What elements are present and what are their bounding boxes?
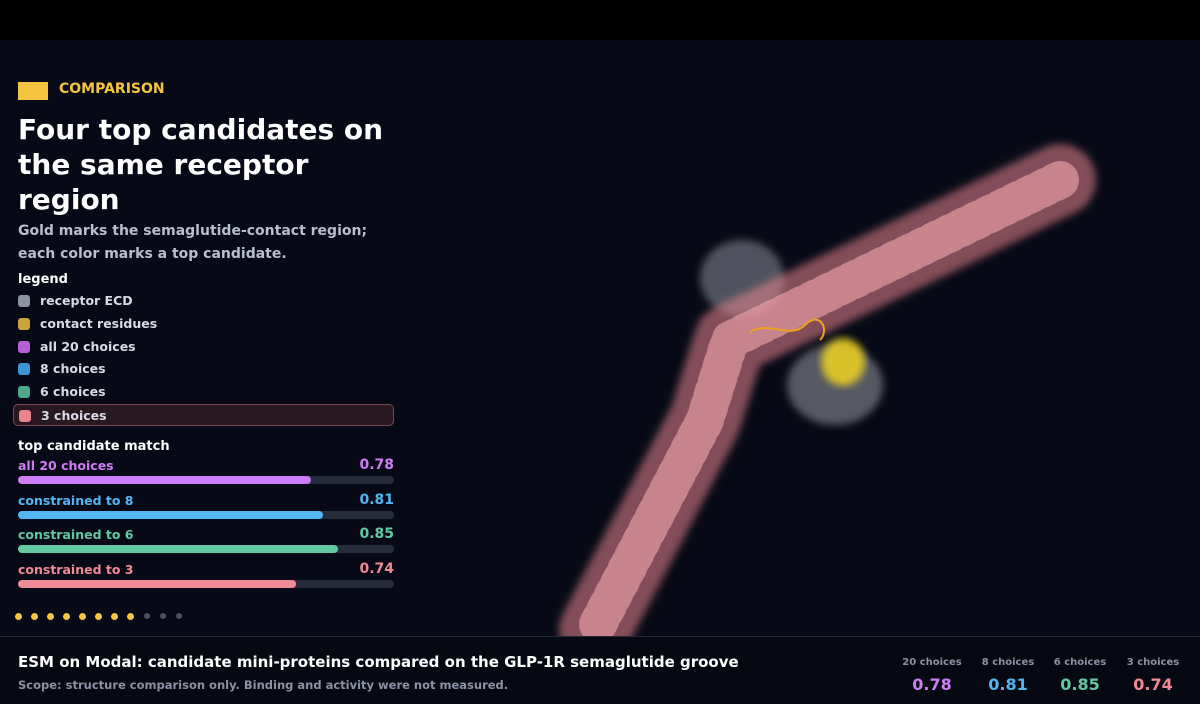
legend-label: 6 choices bbox=[40, 384, 106, 400]
match-track bbox=[18, 510, 394, 519]
slide: COMPARISON Four top candidates on the sa… bbox=[0, 40, 1200, 704]
contact-residues bbox=[821, 338, 865, 386]
stat-value: 0.81 bbox=[988, 675, 1028, 694]
legend-item: contact residues bbox=[13, 313, 394, 335]
protein-view bbox=[559, 144, 1096, 666]
match-value: 0.78 bbox=[359, 457, 394, 473]
slide-subtitle: Gold marks the semaglutide-contact regio… bbox=[18, 223, 368, 262]
match-track bbox=[18, 579, 394, 588]
match-label: constrained to 8 bbox=[18, 492, 134, 508]
legend-label: receptor ECD bbox=[40, 293, 133, 308]
page-dot[interactable] bbox=[111, 613, 118, 620]
stat-label: 8 choices bbox=[981, 657, 1035, 668]
match-value: 0.85 bbox=[359, 526, 394, 542]
stat-label: 6 choices bbox=[1053, 657, 1107, 668]
match-track bbox=[18, 545, 394, 553]
match-bar bbox=[18, 510, 323, 519]
page-dot[interactable] bbox=[127, 613, 134, 620]
stat-label: 3 choices bbox=[1126, 657, 1180, 668]
page-dot[interactable] bbox=[176, 613, 182, 619]
stat-label: 20 choices bbox=[902, 657, 962, 668]
legend-swatch bbox=[18, 386, 30, 399]
page-dot[interactable] bbox=[63, 613, 70, 620]
match-value: 0.74 bbox=[359, 560, 394, 577]
legend-swatch bbox=[18, 340, 30, 353]
match-bar bbox=[18, 476, 312, 484]
match-value: 0.81 bbox=[359, 491, 394, 508]
match-bar bbox=[18, 579, 297, 588]
match-title: top candidate match bbox=[18, 439, 170, 454]
legend-item: 8 choices bbox=[13, 358, 394, 380]
legend-title: legend bbox=[18, 272, 68, 287]
legend-swatch bbox=[18, 295, 30, 307]
legend-swatch bbox=[19, 410, 31, 422]
legend-label: 8 choices bbox=[40, 361, 106, 377]
page-dot[interactable] bbox=[47, 613, 54, 620]
legend-swatch bbox=[18, 363, 30, 376]
stat-value: 0.78 bbox=[912, 675, 952, 694]
legend-label: 3 choices bbox=[41, 408, 107, 423]
footer-title: ESM on Modal: candidate mini-proteins co… bbox=[18, 653, 739, 671]
page-dot[interactable] bbox=[15, 613, 22, 620]
match-label: all 20 choices bbox=[18, 458, 114, 473]
stat-value: 0.74 bbox=[1133, 675, 1173, 694]
section-tag: COMPARISON bbox=[59, 81, 165, 97]
legend-label: all 20 choices bbox=[40, 338, 136, 354]
stat-value: 0.85 bbox=[1060, 675, 1100, 694]
tag-swatch bbox=[18, 82, 48, 100]
legend-item: 6 choices bbox=[13, 381, 394, 403]
legend-item: 3 choices bbox=[13, 404, 394, 426]
slide-title: Four top candidates on the same receptor… bbox=[18, 113, 384, 216]
page-dot[interactable] bbox=[31, 613, 38, 620]
legend-swatch bbox=[18, 317, 30, 330]
helix-coils bbox=[576, 161, 1079, 649]
legend-label: contact residues bbox=[40, 315, 158, 331]
page-dot[interactable] bbox=[79, 613, 86, 620]
page-dot[interactable] bbox=[144, 613, 150, 619]
page-dot[interactable] bbox=[160, 613, 166, 619]
footer: ESM on Modal: candidate mini-proteins co… bbox=[0, 636, 1200, 704]
match-label: constrained to 3 bbox=[18, 561, 134, 577]
match-label: constrained to 6 bbox=[18, 527, 134, 542]
match-track bbox=[18, 476, 394, 484]
footer-note: Scope: structure comparison only. Bindin… bbox=[18, 678, 509, 692]
legend-item: receptor ECD bbox=[13, 290, 394, 312]
page-dot[interactable] bbox=[95, 613, 102, 620]
match-bar bbox=[18, 545, 338, 553]
legend-item: all 20 choices bbox=[13, 336, 394, 358]
ligand-trace bbox=[749, 318, 825, 341]
